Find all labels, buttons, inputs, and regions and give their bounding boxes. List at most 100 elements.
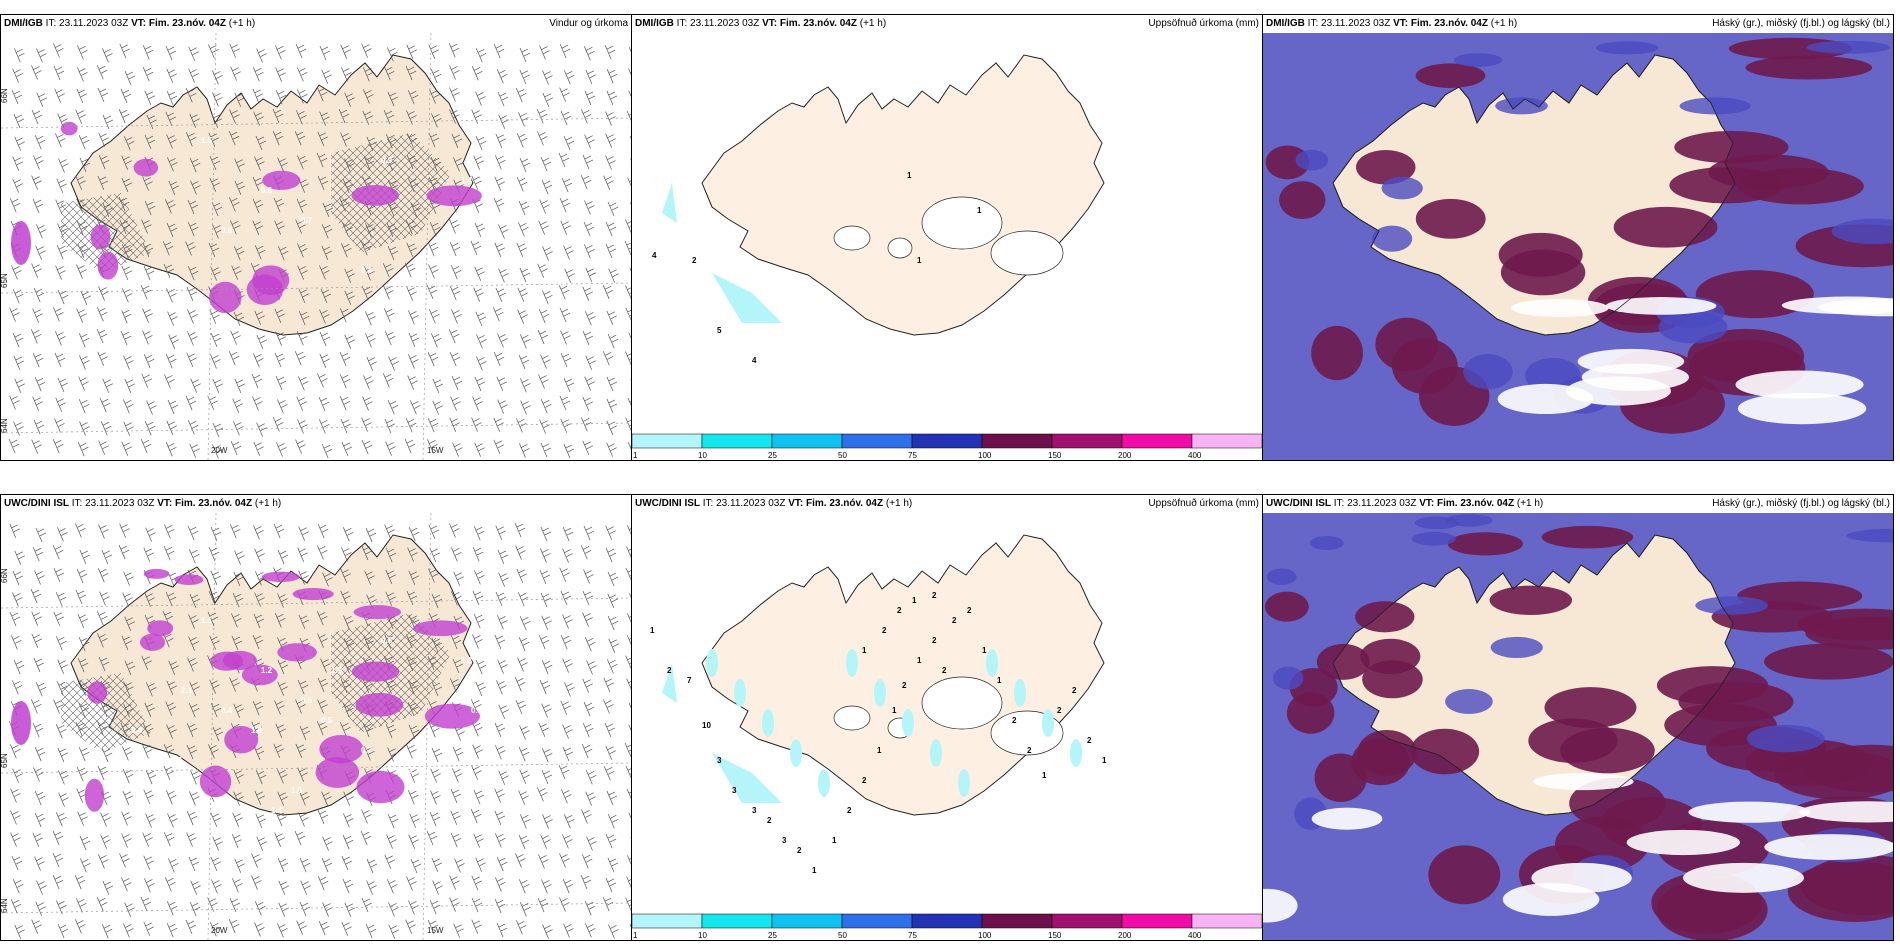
panel-top-middle: DMI/IGB IT: 23.11.2023 03Z VT: Fim. 23.n… (631, 14, 1263, 461)
wind-barb (317, 524, 329, 539)
wind-barb (140, 896, 152, 912)
wind-barb (475, 311, 487, 327)
wind-barb (473, 526, 485, 541)
wind-barb (320, 288, 332, 304)
wind-barb (56, 178, 67, 193)
wind-barb (519, 69, 531, 84)
rain-value: 0.5 (151, 346, 163, 355)
wind-barb (166, 923, 178, 938)
wind-barb (254, 790, 266, 805)
wind-barb (494, 788, 505, 803)
wind-barb (386, 834, 397, 849)
wind-barb (35, 527, 47, 543)
wind-barb (298, 812, 309, 827)
wind-barb (98, 155, 110, 170)
wind-barb (297, 331, 308, 346)
wind-barb (364, 266, 375, 281)
wind-barb (384, 331, 396, 346)
wind-barb (141, 655, 152, 670)
wind-barb (539, 419, 550, 434)
wind-barb (582, 396, 593, 411)
wind-barb (166, 724, 177, 739)
high-cloud-area (1803, 744, 1893, 793)
wind-barb (32, 198, 44, 214)
wind-barb (450, 833, 462, 848)
precip-value: 4 (752, 356, 757, 365)
rain-area (424, 703, 480, 729)
wind-barb (118, 109, 130, 124)
wind-barb (517, 657, 528, 672)
wind-barb (208, 546, 220, 562)
wind-barb (497, 549, 509, 565)
wind-barb (278, 880, 289, 895)
wind-barb (166, 222, 178, 238)
wind-barb (539, 199, 550, 214)
wind-barb (449, 875, 460, 890)
precip-value: 2 (862, 776, 867, 785)
wind-barb (343, 813, 354, 828)
wind-barb (228, 131, 240, 146)
glacier-area (921, 196, 1003, 250)
rain-area (277, 643, 317, 662)
wind-barb (52, 439, 64, 454)
wind-barb (452, 768, 463, 783)
colorbar-tick: 150 (1048, 931, 1062, 940)
wind-barb (474, 570, 485, 585)
wind-barb (77, 613, 88, 628)
wind-barb (101, 924, 113, 939)
rain-area (355, 692, 404, 717)
wind-barb (606, 442, 617, 457)
wind-barb (167, 813, 178, 828)
wind-barb (583, 221, 595, 237)
wind-barb (120, 330, 132, 346)
wind-barb (560, 110, 572, 126)
glacier-area (887, 237, 913, 259)
wind-barb (166, 901, 178, 916)
wind-barb (586, 660, 597, 675)
wind-barb (295, 743, 306, 758)
wind-barb (564, 682, 575, 697)
wind-barb (80, 858, 91, 873)
wind-barb (76, 88, 88, 103)
wind-barb (515, 853, 526, 868)
clear-sky-area (1531, 862, 1632, 893)
wind-barb (76, 308, 87, 323)
wind-barb (189, 593, 201, 609)
colorbar-segment (1191, 913, 1262, 929)
wind-barb (228, 919, 240, 934)
rain-area (356, 770, 405, 804)
wind-barb (254, 156, 265, 171)
wind-barb (163, 832, 175, 847)
wind-barb (14, 924, 25, 939)
panel-bottom-left: UWC/DINI ISL IT: 23.11.2023 03Z VT: Fim.… (0, 494, 632, 941)
wind-barb (388, 924, 399, 939)
wind-barb (211, 879, 222, 894)
precip-area (712, 753, 782, 803)
wind-barb (474, 376, 486, 392)
wind-barb (34, 377, 46, 392)
wind-barb (146, 400, 157, 415)
wind-barb (514, 522, 526, 538)
rain-value: 0.4 (361, 266, 373, 275)
wind-barb (96, 307, 108, 322)
wind-barb (452, 747, 464, 762)
wind-barb (190, 180, 201, 195)
wind-barb (229, 677, 240, 692)
wind-barb (96, 328, 108, 344)
colorbar-tick: 1 (633, 931, 638, 940)
rain-area (224, 726, 259, 754)
wind-barb (55, 397, 66, 412)
wind-barb (275, 375, 287, 391)
precip-area (712, 273, 782, 323)
wind-barb (55, 133, 66, 148)
panel-top-right: DMI/IGB IT: 23.11.2023 03Z VT: Fim. 23.n… (1262, 14, 1894, 461)
wind-barb (12, 156, 23, 171)
colorbar-tick: 200 (1118, 931, 1132, 940)
wind-barb (274, 220, 285, 235)
wind-barb (430, 790, 441, 805)
precip-value: 1 (917, 256, 922, 265)
wind-barb (252, 176, 264, 192)
wind-barb (406, 744, 417, 759)
wind-barb (254, 922, 265, 937)
mid-cloud-area (1371, 225, 1413, 252)
